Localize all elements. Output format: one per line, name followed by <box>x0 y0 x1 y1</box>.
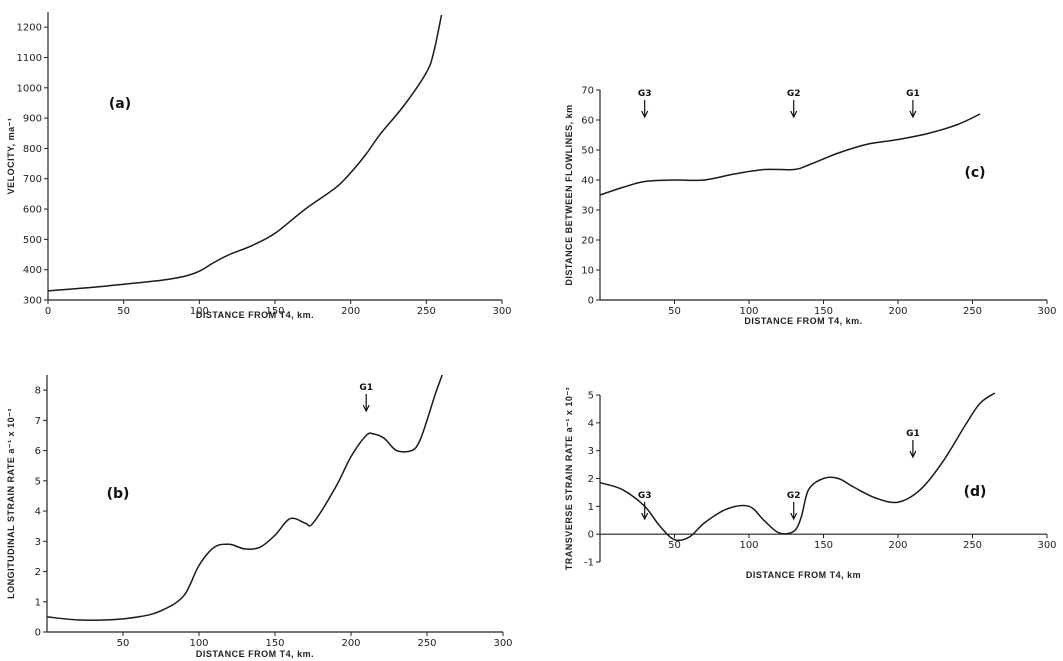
y-tick-label-a: 300 <box>23 296 42 307</box>
y-tick-label-a: 400 <box>23 265 42 276</box>
y-tick-label-d: 1 <box>588 502 594 513</box>
annotation-arrowhead-d <box>641 512 649 521</box>
y-tick-label-d: 2 <box>588 474 594 485</box>
y-tick-label-d: 5 <box>588 391 594 402</box>
y-tick-label-d: 3 <box>588 446 594 457</box>
x-tick-label-a: 250 <box>417 306 436 317</box>
y-tick-label-b: 4 <box>35 507 41 518</box>
x-tick-label-d: 250 <box>963 540 982 551</box>
x-tick-label-d: 150 <box>814 540 833 551</box>
y-tick-label-c: 70 <box>581 86 594 97</box>
panel-label-a: (a) <box>109 96 131 112</box>
y-tick-label-c: 60 <box>581 116 594 127</box>
y-axis-label-b: LONGITUDINAL STRAIN RATE a⁻¹ x 10⁻³ <box>6 408 16 599</box>
x-axis-label-a: DISTANCE FROM T4, km. <box>196 310 314 320</box>
x-tick-label-d: 50 <box>668 540 681 551</box>
panel-label-c: (c) <box>964 165 985 181</box>
x-tick-label-d: 300 <box>1037 540 1056 551</box>
y-tick-label-c: 20 <box>581 236 594 247</box>
y-tick-label-b: 7 <box>35 416 41 427</box>
annotation-label-c: G3 <box>638 89 652 99</box>
x-tick-label-a: 200 <box>341 306 360 317</box>
y-tick-label-a: 700 <box>23 174 42 185</box>
x-tick-label-b: 300 <box>493 638 512 649</box>
chart-a: 0 50 100 150 200 250 300 300 400 500 600 700 800 900 1… <box>6 12 512 320</box>
x-tick-label-d: 100 <box>739 540 758 551</box>
annotation-label-d: G3 <box>638 491 652 501</box>
x-tick-label-b: 250 <box>417 638 436 649</box>
x-tick-label-a: 300 <box>492 306 511 317</box>
x-tick-label-c: 200 <box>888 306 907 317</box>
chart-c: 50 100 150 200 250 300 0 10 20 30 40 50 60 70 DISTANCE… <box>564 86 1057 327</box>
y-axis-label-a: VELOCITY, ma⁻¹ <box>6 118 16 195</box>
annotation-arrowhead-d <box>790 512 798 521</box>
x-tick-label-b: 150 <box>265 638 284 649</box>
y-tick-label-b: 3 <box>35 537 41 548</box>
annotation-label-c: G2 <box>787 89 801 99</box>
y-tick-label-a: 900 <box>23 114 42 125</box>
y-tick-label-c: 10 <box>581 266 594 277</box>
y-tick-label-d: 0 <box>588 530 594 541</box>
x-tick-label-b: 200 <box>341 638 360 649</box>
y-tick-label-a: 600 <box>23 205 42 216</box>
y-tick-label-a: 1100 <box>17 53 42 64</box>
x-tick-label-d: 200 <box>888 540 907 551</box>
x-tick-label-c: 100 <box>739 306 758 317</box>
y-tick-label-c: 0 <box>588 296 594 307</box>
series-line-d <box>599 392 996 542</box>
y-tick-label-b: 6 <box>35 446 41 457</box>
series-line-c <box>599 113 981 196</box>
chart-d: 50 100 150 200 250 300 -1 0 1 2 3 4 5 DISTANCE FROM T… <box>564 387 1057 580</box>
y-tick-label-a: 500 <box>23 235 42 246</box>
y-tick-label-a: 800 <box>23 144 42 155</box>
annotation-arrowhead-c <box>790 110 798 119</box>
x-tick-label-a: 100 <box>190 306 209 317</box>
y-tick-label-b: 5 <box>35 476 41 487</box>
annotation-label-d: G1 <box>906 429 920 439</box>
panel-label-d: (d) <box>964 484 987 500</box>
y-axis-label-d: TRANSVERSE STRAIN RATE a⁻¹ x 10⁻³ <box>564 387 574 570</box>
annotation-label-c: G1 <box>906 89 920 99</box>
x-tick-label-a: 50 <box>117 306 130 317</box>
y-tick-label-a: 1200 <box>17 23 42 34</box>
y-tick-label-b: 2 <box>35 567 41 578</box>
x-tick-label-c: 50 <box>668 306 681 317</box>
annotation-label-d: G2 <box>787 491 801 501</box>
y-tick-label-a: 1000 <box>17 83 42 94</box>
x-tick-label-b: 100 <box>189 638 208 649</box>
annotation-label-b: G1 <box>359 383 373 393</box>
series-line-a <box>47 14 443 292</box>
x-tick-label-a: 150 <box>265 306 284 317</box>
x-tick-label-a: 0 <box>45 306 51 317</box>
x-tick-label-b: 50 <box>117 638 130 649</box>
annotation-arrowhead-b <box>362 404 370 413</box>
y-tick-label-c: 50 <box>581 146 594 157</box>
annotation-arrowhead-d <box>909 450 917 459</box>
panel-label-b: (b) <box>107 486 130 502</box>
chart-b: 50 100 150 200 250 300 0 1 2 3 4 5 6 7 8 DISTANCE FROM … <box>6 374 513 659</box>
x-axis-label-c: DISTANCE FROM T4, km. <box>744 316 862 326</box>
y-tick-label-b: 0 <box>35 628 41 639</box>
x-tick-label-c: 250 <box>963 306 982 317</box>
y-tick-label-d: -1 <box>584 558 594 569</box>
x-axis-label-d: DISTANCE FROM T4, km <box>746 570 861 580</box>
x-axis-label-b: DISTANCE FROM T4, km. <box>196 649 314 659</box>
annotation-arrowhead-c <box>909 110 917 119</box>
y-tick-label-c: 30 <box>581 206 594 217</box>
x-tick-label-c: 300 <box>1037 306 1056 317</box>
y-tick-label-b: 1 <box>35 597 41 608</box>
y-tick-label-c: 40 <box>581 176 594 187</box>
y-tick-label-b: 8 <box>35 386 41 397</box>
annotation-arrowhead-c <box>641 110 649 119</box>
series-line-b <box>46 374 443 622</box>
y-tick-label-d: 4 <box>588 418 594 429</box>
y-axis-label-c: DISTANCE BETWEEN FLOWLINES, km <box>564 104 574 285</box>
x-tick-label-c: 150 <box>814 306 833 317</box>
